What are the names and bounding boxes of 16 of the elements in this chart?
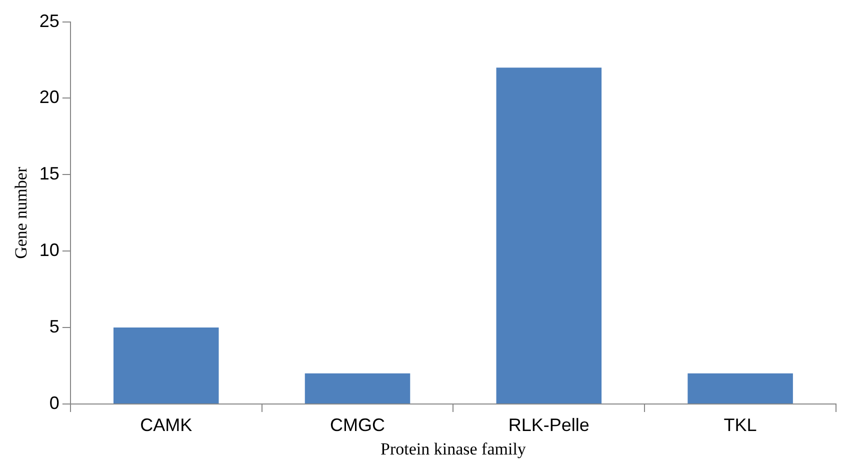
bar [304,373,410,404]
y-axis-title: Gene number [12,166,31,259]
y-tick-label: 25 [39,10,60,31]
x-tick-label: TKL [724,414,757,435]
bar [688,373,793,404]
y-tick-label: 5 [49,316,60,337]
bar [496,68,602,404]
x-tick-label: CMGC [330,414,386,435]
y-tick-label: 15 [39,164,60,184]
bar [113,328,219,404]
x-axis-title: Protein kinase family [380,439,526,458]
x-tick-label: CAMK [140,414,192,435]
x-tick-label: RLK-Pelle [508,414,590,435]
y-tick-label: 20 [39,87,60,108]
y-tick-label: 0 [49,392,60,413]
y-tick-label: 10 [39,240,60,260]
